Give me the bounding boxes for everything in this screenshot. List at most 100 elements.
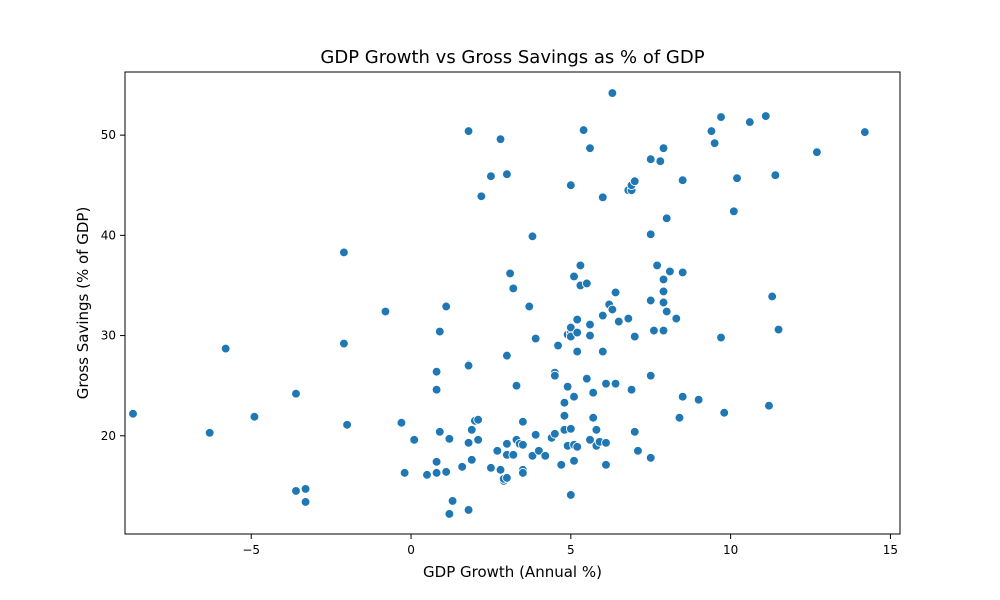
scatter-point xyxy=(399,468,410,478)
scatter-point xyxy=(300,484,311,494)
scatter-point xyxy=(585,330,595,341)
scatter-point xyxy=(601,378,611,389)
scatter-point xyxy=(770,170,781,181)
scatter-point xyxy=(553,340,563,351)
scatter-point xyxy=(633,445,643,456)
scatter-point xyxy=(607,88,618,98)
scatter-point xyxy=(559,397,570,408)
scatter-point xyxy=(502,169,512,180)
scatter-point xyxy=(502,350,512,361)
scatter-point xyxy=(527,231,538,242)
scatter-point xyxy=(719,407,730,418)
scatter-point xyxy=(508,283,519,294)
scatter-point xyxy=(463,360,474,371)
y-tick-label: 20 xyxy=(101,429,116,443)
scatter-point xyxy=(629,331,640,342)
scatter-point xyxy=(732,173,742,184)
scatter-point xyxy=(645,154,656,165)
scatter-point xyxy=(601,460,611,470)
scatter-point xyxy=(431,384,442,395)
scatter-point xyxy=(565,180,576,191)
scatter-point xyxy=(585,143,595,154)
scatter-point xyxy=(764,400,774,411)
scatter-point xyxy=(524,301,535,312)
scatter-point xyxy=(556,460,567,470)
scatter-point xyxy=(422,470,432,480)
scatter-point xyxy=(495,465,506,475)
scatter-point xyxy=(549,428,560,439)
scatter-point xyxy=(431,468,442,478)
scatter-point xyxy=(486,463,496,473)
scatter-point xyxy=(502,438,512,449)
scatter-point xyxy=(463,437,474,448)
scatter-point xyxy=(629,176,640,187)
scatter-point xyxy=(492,445,503,456)
scatter-point xyxy=(457,462,468,472)
x-axis-label: GDP Growth (Annual %) xyxy=(423,563,602,581)
scatter-point xyxy=(249,411,260,422)
y-tick-label: 50 xyxy=(101,128,116,142)
scatter-point xyxy=(339,247,349,258)
scatter-point xyxy=(585,434,595,445)
scatter-point xyxy=(716,112,726,122)
scatter-point xyxy=(572,314,583,325)
y-axis-ticks: 20 30 40 50 xyxy=(101,128,125,443)
scatter-point xyxy=(645,229,656,240)
scatter-point xyxy=(518,416,528,427)
scatter-point xyxy=(380,306,391,317)
scatter-point xyxy=(447,496,458,506)
scatter-point xyxy=(339,338,349,349)
scatter-point xyxy=(204,427,215,438)
x-tick-label: 5 xyxy=(567,543,575,557)
scatter-point xyxy=(505,268,515,279)
scatter-point xyxy=(623,313,634,324)
scatter-point xyxy=(291,486,301,496)
scatter-point xyxy=(610,287,621,298)
y-tick-label: 40 xyxy=(101,228,116,242)
scatter-point xyxy=(728,206,739,217)
scatter-point xyxy=(661,213,672,224)
scatter-point xyxy=(658,143,669,154)
scatter-point xyxy=(655,156,666,167)
scatter-point xyxy=(658,286,669,297)
x-tick-label: 15 xyxy=(883,543,898,557)
scatter-point xyxy=(572,327,583,338)
scatter-point xyxy=(677,175,688,186)
scatter-point xyxy=(518,439,528,450)
scatter-point xyxy=(709,138,720,149)
y-axis-label: Gross Savings (% of GDP) xyxy=(74,207,92,400)
scatter-point xyxy=(559,410,570,421)
scatter-point xyxy=(473,434,483,445)
scatter-point xyxy=(502,473,512,483)
y-tick-label: 30 xyxy=(101,329,116,343)
plot-frame xyxy=(124,71,901,535)
scatter-point xyxy=(431,456,442,467)
scatter-point xyxy=(569,271,579,282)
scatter-point xyxy=(658,297,669,308)
scatter-point xyxy=(626,384,637,395)
scatter-point xyxy=(649,325,659,336)
scatter-point xyxy=(527,450,538,461)
scatter-point xyxy=(434,426,445,437)
scatter-point xyxy=(476,191,487,202)
scatter-point xyxy=(495,134,506,144)
scatter-point xyxy=(444,509,455,519)
scatter-point xyxy=(508,449,519,460)
scatter-point xyxy=(597,192,608,203)
x-tick-label: 10 xyxy=(723,543,738,557)
scatter-point xyxy=(645,370,656,381)
scatter-point xyxy=(693,394,704,405)
scatter-point xyxy=(652,260,662,271)
scatter-point xyxy=(572,346,583,357)
scatter-point xyxy=(658,274,669,285)
scatter-point xyxy=(396,417,407,428)
scatter-point xyxy=(575,260,586,271)
scatter-point xyxy=(588,412,599,423)
scatter-point xyxy=(601,437,611,448)
scatter-point xyxy=(716,332,726,343)
x-axis-ticks: −5 0 5 10 15 xyxy=(242,534,898,557)
scatter-point xyxy=(434,326,445,337)
scatter-point xyxy=(431,366,442,377)
scatter-point xyxy=(588,387,599,398)
scatter-point xyxy=(441,467,452,477)
